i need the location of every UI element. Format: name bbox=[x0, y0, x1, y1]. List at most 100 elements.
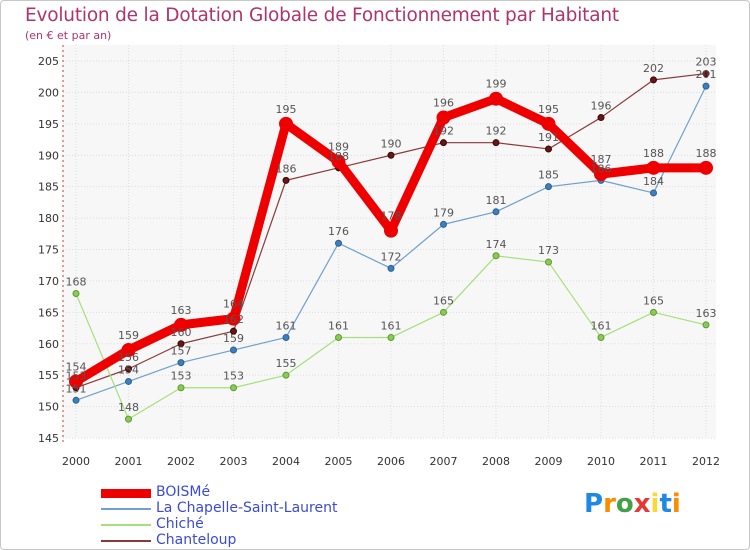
y-tick-label: 145 bbox=[38, 432, 59, 445]
logo-letter: x bbox=[633, 489, 651, 519]
data-label: 192 bbox=[486, 125, 507, 138]
data-label: 161 bbox=[381, 319, 402, 332]
data-label: 156 bbox=[118, 351, 139, 364]
data-label: 157 bbox=[171, 345, 192, 358]
legend-swatch bbox=[101, 540, 151, 542]
data-label: 163 bbox=[171, 304, 192, 317]
data-point bbox=[440, 139, 447, 147]
legend-label: La Chapelle-Saint-Laurent bbox=[156, 500, 338, 516]
data-point bbox=[230, 346, 237, 354]
x-tick-label: 2012 bbox=[692, 455, 720, 468]
y-tick-label: 170 bbox=[38, 275, 59, 288]
data-label: 161 bbox=[276, 319, 297, 332]
logo-letter: r bbox=[603, 489, 616, 519]
data-point bbox=[702, 321, 710, 329]
data-point bbox=[282, 333, 290, 341]
data-label: 196 bbox=[591, 100, 612, 113]
data-label: 189 bbox=[328, 141, 349, 154]
data-point bbox=[492, 208, 500, 216]
data-label: 159 bbox=[223, 332, 244, 345]
data-point bbox=[125, 415, 132, 423]
data-point bbox=[230, 384, 237, 392]
data-point bbox=[384, 223, 398, 238]
data-label: 155 bbox=[276, 357, 297, 370]
logo-letter: o bbox=[615, 489, 634, 519]
data-label: 154 bbox=[118, 363, 139, 376]
legend-label: Chiché bbox=[156, 516, 204, 532]
y-tick-label: 205 bbox=[38, 55, 59, 68]
y-tick-label: 155 bbox=[38, 369, 59, 382]
data-point bbox=[545, 145, 552, 153]
data-point bbox=[72, 289, 80, 297]
x-tick-label: 2001 bbox=[115, 455, 143, 468]
data-label: 203 bbox=[696, 56, 717, 69]
data-point bbox=[594, 167, 608, 182]
data-point bbox=[335, 333, 342, 341]
y-tick-label: 150 bbox=[38, 401, 59, 414]
line-chart: 145 150 155 160 165 170 175 180 185 190 195 200 205 2… bbox=[38, 45, 720, 468]
y-tick-label: 200 bbox=[38, 86, 59, 99]
data-label: 179 bbox=[433, 206, 454, 219]
legend-label: Chanteloup bbox=[156, 532, 237, 548]
y-tick-label: 190 bbox=[38, 149, 59, 162]
data-point bbox=[177, 340, 185, 348]
data-label: 195 bbox=[276, 103, 297, 116]
data-point bbox=[545, 183, 552, 191]
data-label: 153 bbox=[223, 370, 244, 383]
data-point bbox=[492, 139, 500, 147]
x-tick-label: 2011 bbox=[640, 455, 668, 468]
legend-swatch bbox=[101, 524, 151, 526]
y-tick-label: 180 bbox=[38, 212, 59, 225]
data-point bbox=[650, 76, 657, 84]
data-point bbox=[125, 377, 132, 385]
legend-swatch bbox=[101, 489, 151, 498]
data-point bbox=[331, 154, 346, 169]
data-label: 186 bbox=[276, 162, 297, 175]
data-label: 191 bbox=[538, 131, 559, 144]
data-point bbox=[177, 384, 185, 392]
data-point bbox=[226, 311, 241, 326]
x-tick-label: 2002 bbox=[167, 455, 195, 468]
proxiti-logo: Proxiti bbox=[584, 489, 681, 519]
data-point bbox=[72, 396, 80, 404]
y-tick-label: 175 bbox=[38, 244, 59, 257]
data-label: 174 bbox=[486, 238, 507, 251]
logo-letter: t bbox=[659, 489, 672, 519]
data-label: 181 bbox=[486, 194, 507, 207]
data-label: 161 bbox=[591, 319, 612, 332]
x-tick-label: 2007 bbox=[430, 455, 458, 468]
data-label: 190 bbox=[381, 137, 402, 150]
data-label: 153 bbox=[171, 370, 192, 383]
x-tick-label: 2009 bbox=[535, 455, 563, 468]
data-label: 196 bbox=[433, 97, 454, 110]
data-label: 160 bbox=[171, 326, 192, 339]
y-tick-label: 185 bbox=[38, 181, 59, 194]
data-point bbox=[436, 110, 451, 125]
logo-letter: P bbox=[584, 489, 604, 519]
y-tick-label: 160 bbox=[38, 338, 59, 351]
data-label: 151 bbox=[66, 382, 87, 395]
data-label: 188 bbox=[643, 147, 664, 160]
data-point bbox=[541, 116, 556, 131]
data-label: 188 bbox=[328, 150, 349, 163]
data-label: 168 bbox=[66, 275, 87, 288]
data-point bbox=[440, 220, 447, 228]
data-label: 148 bbox=[118, 401, 139, 414]
data-label: 173 bbox=[538, 244, 559, 257]
x-tick-label: 2006 bbox=[377, 455, 405, 468]
data-point bbox=[125, 365, 132, 373]
data-point bbox=[702, 82, 710, 90]
data-label: 164 bbox=[223, 298, 244, 311]
logo-letter: i bbox=[650, 489, 660, 519]
x-tick-label: 2005 bbox=[325, 455, 353, 468]
legend-swatch bbox=[101, 508, 151, 510]
data-point bbox=[492, 252, 500, 260]
data-point bbox=[650, 308, 657, 316]
data-label: 201 bbox=[696, 68, 717, 81]
x-tick-label: 2010 bbox=[587, 455, 615, 468]
data-label: 188 bbox=[696, 147, 717, 160]
data-point bbox=[699, 160, 713, 175]
data-point bbox=[597, 333, 605, 341]
x-tick-label: 2004 bbox=[272, 455, 300, 468]
data-label: 195 bbox=[538, 103, 559, 116]
